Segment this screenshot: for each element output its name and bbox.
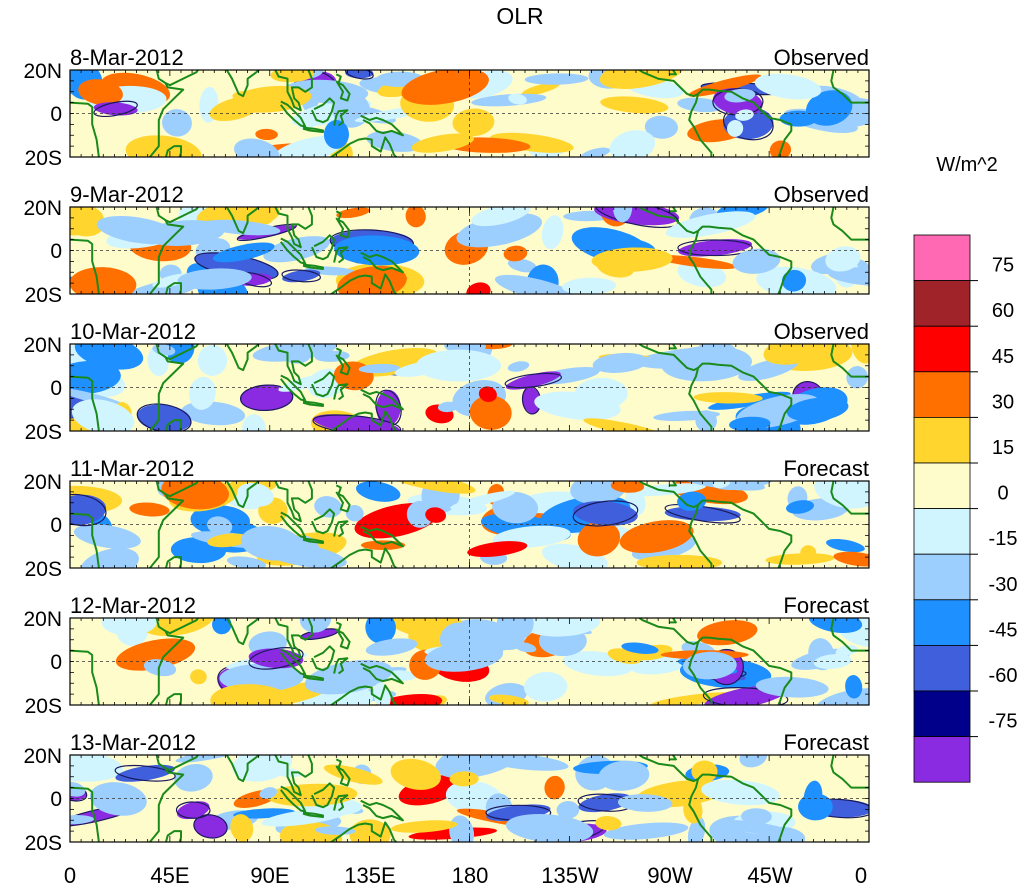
colorbar-swatch — [913, 645, 971, 692]
panel-date: 10-Mar-2012 — [70, 319, 196, 344]
lat-label: 0 — [50, 103, 62, 126]
lon-label: 0 — [64, 863, 76, 887]
lat-label: 20N — [23, 197, 62, 220]
lat-label: 20N — [23, 608, 62, 631]
colorbar-swatch — [913, 416, 971, 464]
lon-label: 135W — [541, 863, 599, 887]
coastlines — [70, 755, 869, 842]
colorbar-swatch — [913, 325, 971, 373]
colorbar-swatch — [913, 371, 971, 418]
colorbar-ticks: 75 60 45 30 15 0 -15 -30 -45 -60 -75 — [970, 255, 1018, 738]
lat-label: 20S — [25, 558, 62, 581]
colorbar-tick-label: 15 — [992, 437, 1014, 459]
lon-label: 90W — [647, 863, 692, 887]
colorbar-boxes — [913, 234, 971, 783]
colorbar-tick-label: 30 — [992, 391, 1014, 413]
lat-label: 20N — [23, 471, 62, 494]
colorbar-swatch — [913, 599, 971, 646]
panel-date: 9-Mar-2012 — [70, 182, 184, 207]
panel: 8-Mar-2012 Observed 20N 0 20S — [23, 45, 870, 170]
lat-label: 0 — [50, 651, 62, 674]
panel-date: 13-Mar-2012 — [70, 730, 196, 755]
colorbar-tick-label: -75 — [989, 711, 1018, 733]
colorbar-tick-label: 45 — [992, 346, 1014, 368]
figure-title: OLR — [496, 3, 543, 29]
colorbar-tick-label: -15 — [989, 528, 1018, 550]
lat-label: 0 — [50, 240, 62, 263]
lat-label: 20N — [23, 60, 62, 83]
lon-label: 135E — [344, 863, 395, 887]
panel: 12-Mar-2012 Forecast 20N 0 20S — [23, 593, 870, 718]
anomaly-field — [70, 344, 869, 431]
colorbar-tick-label: -30 — [989, 574, 1018, 596]
lat-label: 20N — [23, 334, 62, 357]
panel: 13-Mar-2012 Forecast 20N 0 20S — [23, 730, 870, 855]
coastlines — [70, 481, 869, 568]
colorbar-tick-label: 75 — [992, 255, 1014, 277]
colorbar: W/m^2 75 60 45 30 15 0 -15 -30 -45 -60 -75 — [913, 154, 1018, 783]
panel-kind: Forecast — [783, 593, 869, 618]
colorbar-tick-label: -60 — [989, 665, 1018, 687]
colorbar-swatch — [913, 553, 971, 601]
lat-label: 20S — [25, 421, 62, 444]
panel-date: 12-Mar-2012 — [70, 593, 196, 618]
lat-label: 0 — [50, 377, 62, 400]
anomaly-field — [70, 481, 869, 568]
panel-kind: Observed — [774, 319, 869, 344]
lon-label: 180 — [452, 863, 489, 887]
coastlines — [70, 70, 869, 157]
anomaly-field — [70, 755, 869, 842]
coastlines — [70, 618, 869, 705]
lon-label: 45W — [747, 863, 792, 887]
lat-label: 20N — [23, 745, 62, 768]
coastlines — [70, 207, 869, 294]
lat-label: 20S — [25, 695, 62, 718]
anomaly-field — [70, 70, 869, 157]
panel-kind: Forecast — [783, 730, 869, 755]
colorbar-tick-label: 0 — [997, 483, 1008, 505]
colorbar-swatch — [913, 280, 971, 327]
anomaly-field — [70, 207, 869, 294]
panel: 10-Mar-2012 Observed 20N 0 20S — [23, 319, 870, 444]
panel-date: 11-Mar-2012 — [70, 456, 194, 481]
lat-label: 20S — [25, 147, 62, 170]
colorbar-unit: W/m^2 — [936, 154, 998, 176]
panel-kind: Observed — [774, 45, 869, 70]
lat-label: 20S — [25, 832, 62, 855]
colorbar-swatch — [913, 736, 971, 783]
colorbar-swatch — [913, 690, 971, 737]
panels: 8-Mar-2012 Observed 20N 0 20S 9-Mar-2012 Obser… — [23, 45, 870, 855]
lon-label: 90E — [250, 863, 289, 887]
anomaly-field — [70, 618, 869, 705]
lat-label: 0 — [50, 788, 62, 811]
lon-label: 0 — [855, 863, 867, 887]
lon-label: 45E — [150, 863, 189, 887]
colorbar-tick-label: 60 — [992, 300, 1014, 322]
panel: 9-Mar-2012 Observed 20N 0 20S — [23, 182, 870, 307]
panel-kind: Forecast — [783, 456, 869, 481]
colorbar-swatch — [913, 462, 971, 509]
coastlines — [70, 344, 869, 431]
panel: 11-Mar-2012 Forecast 20N 0 20S — [23, 456, 870, 581]
colorbar-tick-label: -45 — [989, 619, 1018, 641]
panel-kind: Observed — [774, 182, 869, 207]
longitude-axis: 0 45E 90E 135E 180 135W 90W 45W 0 — [64, 863, 867, 887]
lat-label: 20S — [25, 284, 62, 307]
colorbar-swatch — [913, 234, 971, 281]
panel-date: 8-Mar-2012 — [70, 45, 184, 70]
lat-label: 0 — [50, 514, 62, 537]
colorbar-swatch — [913, 508, 971, 555]
